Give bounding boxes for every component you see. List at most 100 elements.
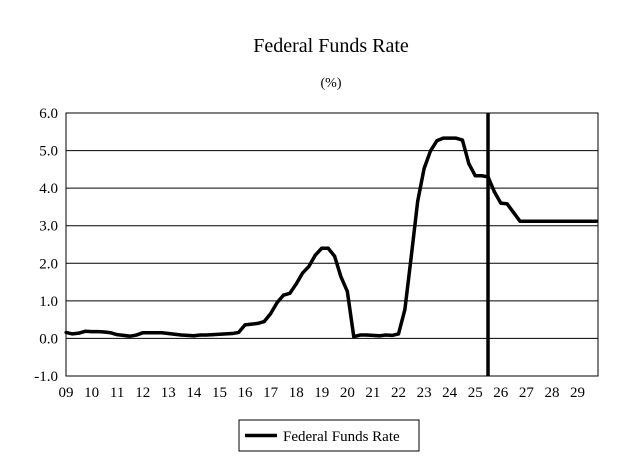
data-point bbox=[128, 334, 132, 338]
y-tick-label: 0.0 bbox=[39, 331, 58, 347]
data-point bbox=[428, 149, 433, 153]
series-line-0 bbox=[65, 136, 597, 339]
data-point bbox=[198, 333, 202, 337]
x-tick-label: 29 bbox=[570, 385, 585, 401]
x-tick-label: 16 bbox=[238, 385, 254, 401]
x-axis-ticks: 09 10 11 12 13 14 15 16 17 18 19 20 21 22 23 24 25 26 27 28… bbox=[59, 385, 586, 401]
data-point bbox=[153, 331, 158, 335]
data-point bbox=[307, 264, 311, 268]
data-point bbox=[537, 219, 541, 223]
data-point bbox=[281, 293, 285, 297]
data-point bbox=[396, 332, 401, 336]
y-tick-label: -1.0 bbox=[34, 369, 58, 385]
data-point bbox=[256, 321, 260, 325]
x-tick-label: 18 bbox=[289, 385, 304, 401]
data-point bbox=[473, 174, 477, 178]
data-point bbox=[166, 331, 170, 336]
data-point bbox=[115, 333, 119, 337]
data-point bbox=[102, 330, 106, 334]
data-point bbox=[550, 219, 554, 223]
x-tick-label: 12 bbox=[135, 385, 150, 401]
x-tick-label: 24 bbox=[442, 385, 458, 401]
data-point bbox=[352, 334, 356, 339]
x-tick-label: 11 bbox=[110, 385, 124, 401]
plot-area-frame bbox=[65, 112, 599, 377]
chart-subtitle: (%) bbox=[321, 76, 342, 91]
series-layer bbox=[64, 136, 599, 339]
data-point bbox=[96, 330, 100, 334]
x-tick-label: 21 bbox=[365, 385, 380, 401]
x-tick-label: 27 bbox=[519, 385, 535, 401]
data-point bbox=[409, 254, 413, 258]
data-point bbox=[70, 332, 74, 336]
data-point bbox=[237, 330, 241, 335]
data-point bbox=[499, 201, 503, 205]
data-point bbox=[377, 334, 381, 338]
data-point bbox=[435, 139, 439, 143]
data-point bbox=[492, 190, 497, 194]
data-point bbox=[185, 333, 190, 338]
x-tick-label: 10 bbox=[84, 385, 99, 401]
data-point bbox=[313, 253, 317, 257]
x-tick-label: 17 bbox=[263, 385, 279, 401]
data-point bbox=[269, 312, 273, 316]
data-point bbox=[332, 254, 337, 258]
data-point bbox=[224, 332, 228, 336]
data-point bbox=[134, 333, 138, 337]
data-point bbox=[505, 202, 509, 206]
x-tick-label: 09 bbox=[59, 385, 74, 401]
chart-title: Federal Funds Rate bbox=[253, 35, 409, 57]
data-point bbox=[511, 210, 516, 215]
data-point bbox=[211, 333, 215, 337]
data-point bbox=[390, 333, 394, 338]
data-point bbox=[83, 329, 87, 333]
data-point bbox=[160, 331, 164, 335]
data-point bbox=[275, 301, 279, 305]
gridlines bbox=[66, 150, 598, 339]
data-point bbox=[320, 246, 324, 250]
data-point bbox=[179, 333, 183, 337]
data-point bbox=[300, 271, 305, 275]
data-point bbox=[339, 275, 343, 279]
x-tick-label: 25 bbox=[468, 385, 483, 401]
data-point bbox=[262, 319, 266, 324]
data-point bbox=[448, 136, 452, 140]
data-point bbox=[575, 219, 580, 223]
data-point bbox=[89, 330, 94, 334]
data-point bbox=[403, 307, 407, 312]
data-point bbox=[326, 246, 330, 250]
x-tick-label: 20 bbox=[340, 385, 355, 401]
data-point bbox=[524, 219, 528, 223]
data-point bbox=[371, 333, 375, 338]
data-point bbox=[121, 333, 126, 338]
data-point bbox=[217, 332, 222, 336]
y-tick-label: 3.0 bbox=[39, 219, 58, 235]
data-point bbox=[192, 334, 196, 338]
data-point bbox=[205, 333, 209, 337]
data-point bbox=[141, 331, 145, 335]
data-point bbox=[345, 289, 349, 294]
y-tick-label: 5.0 bbox=[39, 144, 58, 160]
x-tick-label: 13 bbox=[161, 385, 176, 401]
y-tick-label: 1.0 bbox=[39, 294, 58, 310]
data-point bbox=[518, 219, 522, 223]
data-point bbox=[467, 162, 471, 166]
y-tick-label: 4.0 bbox=[39, 181, 58, 197]
x-tick-label: 28 bbox=[544, 385, 559, 401]
data-point bbox=[249, 322, 254, 326]
data-point bbox=[77, 331, 81, 335]
x-tick-label: 14 bbox=[186, 385, 202, 401]
data-point bbox=[563, 219, 567, 223]
y-tick-label: 2.0 bbox=[39, 256, 58, 272]
x-tick-label: 22 bbox=[391, 385, 406, 401]
data-point bbox=[441, 136, 445, 140]
data-point bbox=[358, 333, 362, 337]
x-tick-label: 26 bbox=[493, 385, 509, 401]
data-point bbox=[384, 333, 388, 337]
data-point bbox=[294, 282, 298, 286]
data-point bbox=[588, 219, 592, 223]
data-point bbox=[147, 331, 151, 335]
data-point bbox=[288, 291, 292, 295]
